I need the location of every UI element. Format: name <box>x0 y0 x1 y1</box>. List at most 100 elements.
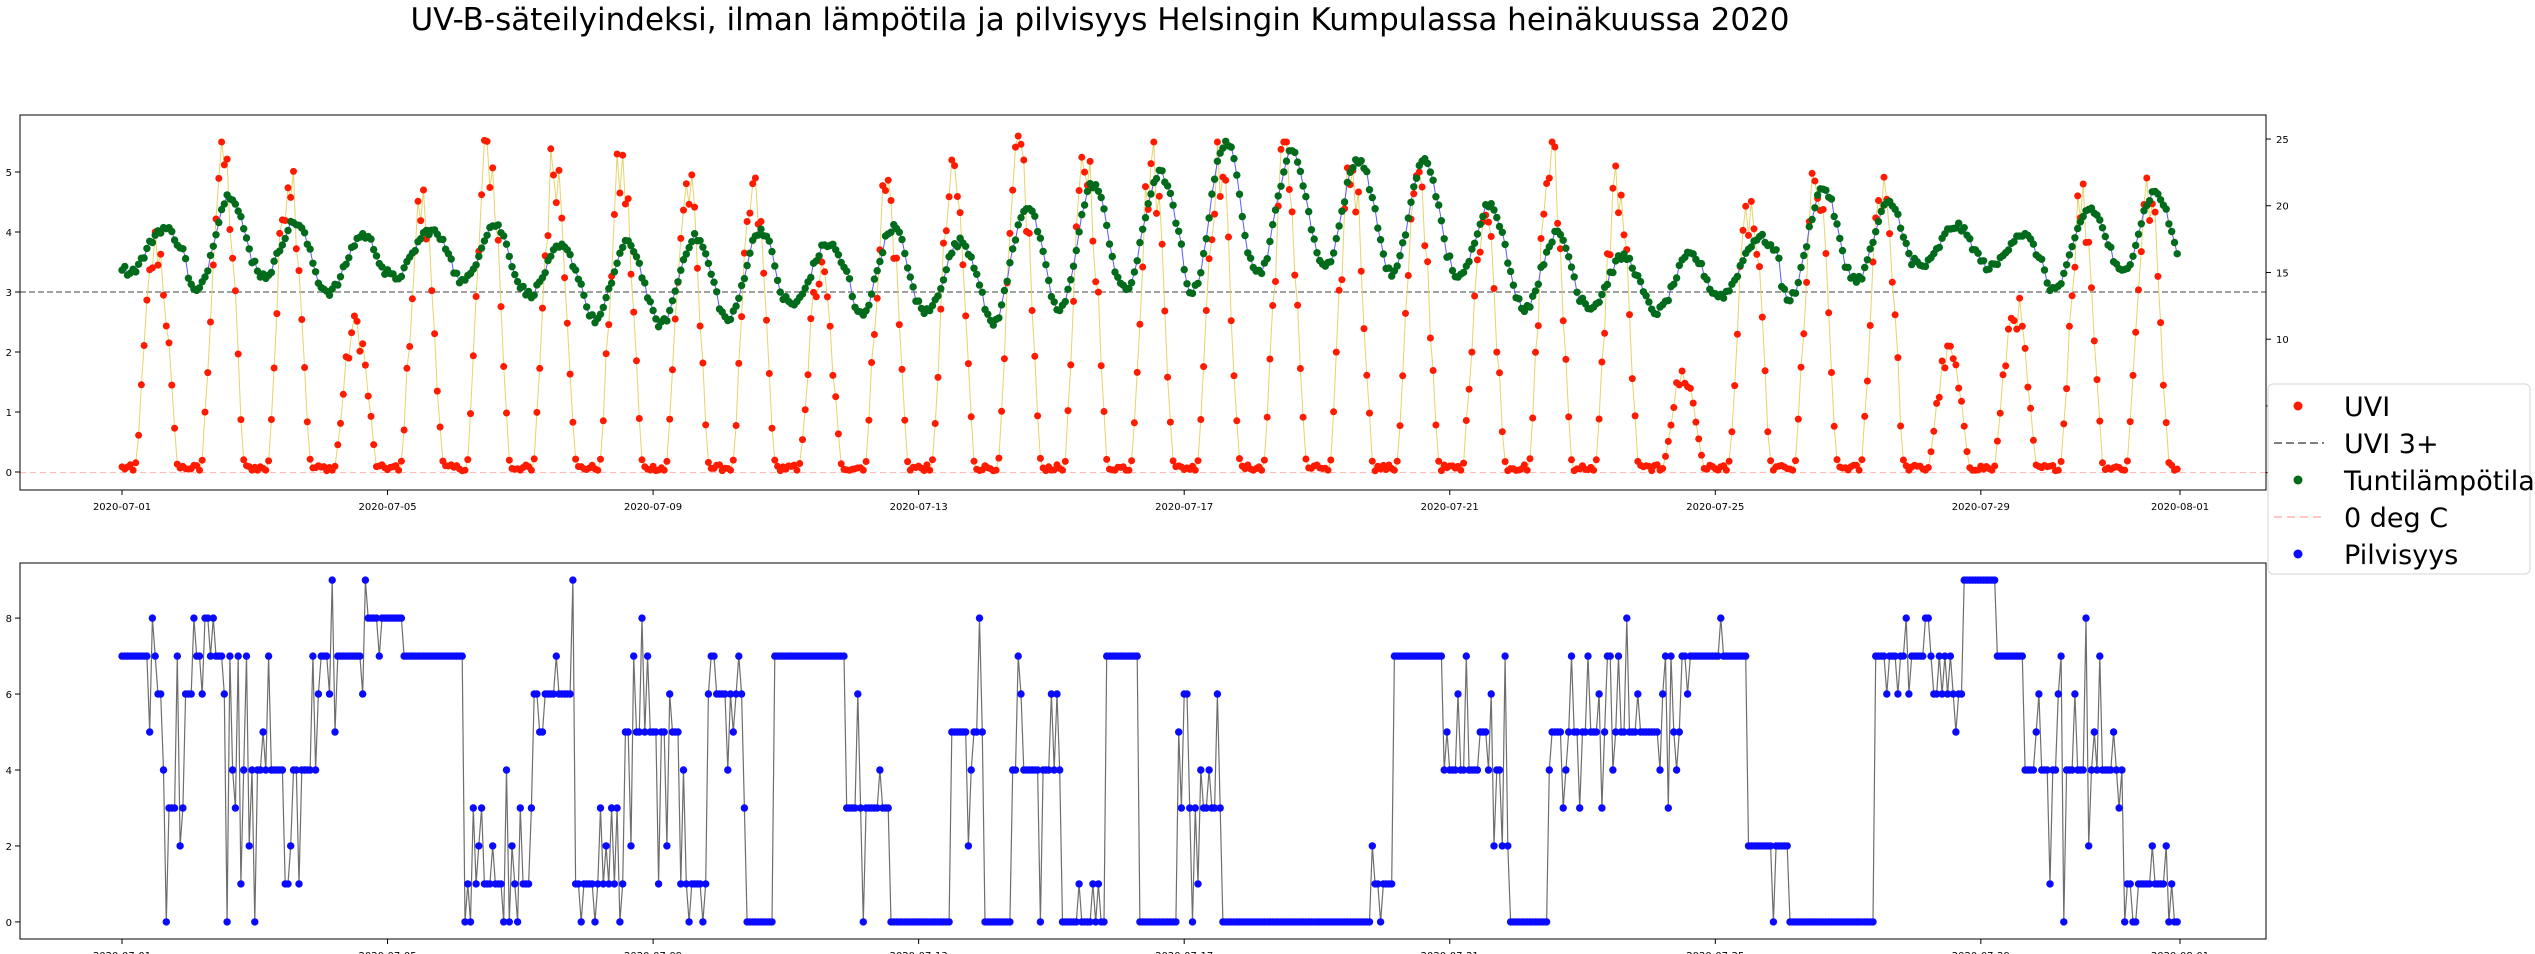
cloud-point <box>1036 918 1045 926</box>
temp-point <box>1562 244 1570 252</box>
cloud-point <box>1670 728 1678 736</box>
temp-point <box>2096 216 2104 224</box>
temp-point <box>1786 297 1794 305</box>
uvi-point <box>2024 383 2032 391</box>
temp-point <box>132 268 140 276</box>
cloud-point <box>2115 804 2123 812</box>
temp-point <box>251 257 259 265</box>
temp-point <box>646 298 654 306</box>
cloud-point <box>361 576 370 584</box>
uvi-point <box>1695 435 1703 443</box>
cloud-point <box>1681 652 1689 660</box>
uvi-point <box>895 321 903 329</box>
temp-point <box>746 249 754 257</box>
temp-point <box>1559 236 1567 244</box>
cloud-point <box>2168 880 2176 888</box>
uvi-point <box>1960 422 1968 430</box>
temp-point <box>1147 190 1155 198</box>
cloud-point <box>1172 918 1180 926</box>
temp-point <box>475 252 483 261</box>
temp-point <box>1003 277 1011 285</box>
cloud-point <box>295 880 303 888</box>
temp-point <box>2168 227 2176 236</box>
uvi-point <box>550 171 557 179</box>
legend-label-uvi3: UVI 3+ <box>2344 429 2439 460</box>
uvi-point <box>599 417 607 425</box>
uvi-point <box>1432 421 1440 429</box>
cloud-point <box>1924 614 1933 622</box>
uvi-point <box>1202 307 1210 314</box>
uvi-point <box>2054 466 2062 474</box>
cloud-point <box>309 652 317 660</box>
cloud-point <box>591 918 599 926</box>
x-tick-label: 2020-07-21 <box>1421 951 1479 954</box>
temp-point <box>212 231 220 239</box>
cloud-point <box>240 766 248 774</box>
temp-point <box>1423 159 1432 168</box>
uvi-point <box>998 407 1006 415</box>
uvi-point <box>436 423 444 431</box>
temp-point <box>580 291 588 299</box>
temp-point <box>1363 167 1371 176</box>
uvi-point <box>2079 180 2087 188</box>
temp-point <box>1805 222 1814 231</box>
uvi-point <box>862 458 870 465</box>
cloud-point <box>1717 614 1725 622</box>
temp-point <box>2132 241 2140 250</box>
uvi-point <box>962 312 970 320</box>
cloud-point <box>237 880 245 888</box>
uvi-point <box>469 352 477 360</box>
cloud-point <box>1094 880 1103 888</box>
temp-point <box>1896 224 1905 232</box>
uvi-point <box>796 460 804 467</box>
uvi-point <box>1590 466 1598 474</box>
temp-point <box>195 284 204 292</box>
temp-point <box>1385 264 1393 272</box>
uvi-point <box>2029 436 2037 444</box>
temp-point <box>1794 278 1803 287</box>
uvi-point <box>884 176 892 184</box>
cloud-point <box>1175 728 1183 736</box>
uvi-point <box>727 466 734 474</box>
uvi-point <box>1592 456 1600 464</box>
temp-point <box>1039 247 1047 256</box>
cloud-point <box>630 652 638 660</box>
cloud-point <box>685 918 693 926</box>
uvi-point <box>865 416 873 424</box>
cloud-point <box>1573 728 1581 736</box>
temp-point <box>876 257 884 266</box>
temp-point <box>1163 182 1172 190</box>
temp-point <box>1230 154 1238 163</box>
temp-point <box>1202 235 1211 243</box>
cloud-point <box>1659 690 1667 698</box>
cloud-point <box>2162 842 2170 850</box>
temp-point <box>713 288 721 296</box>
uvi-point <box>1692 418 1700 426</box>
uvi-point <box>818 258 826 266</box>
cloud-point <box>1202 804 1211 812</box>
uvi-point <box>218 138 226 146</box>
cloud-point <box>2054 690 2062 698</box>
temp-point <box>735 294 743 302</box>
cloud-point <box>234 652 242 660</box>
cloud-point <box>1562 766 1570 774</box>
uvi-point <box>1230 372 1238 380</box>
uvi-point <box>1764 428 1772 436</box>
temp-point <box>1515 295 1523 303</box>
uvi-point <box>956 209 964 217</box>
uvi-point <box>2159 381 2167 389</box>
uvi-point <box>1999 371 2007 379</box>
temp-point <box>276 247 284 255</box>
cloud-point <box>359 690 367 698</box>
uvi-point <box>223 155 231 163</box>
uvi-point <box>1169 457 1177 465</box>
temp-point <box>530 291 538 299</box>
uvi-point <box>743 218 751 225</box>
cloud-point <box>704 690 713 698</box>
uvi-point <box>671 315 679 323</box>
cloud-point <box>702 880 710 888</box>
x-tick-label: 2020-07-17 <box>1155 951 1213 954</box>
temp-point <box>948 249 956 257</box>
cloud-point <box>190 614 198 622</box>
uvi-point <box>486 184 494 191</box>
